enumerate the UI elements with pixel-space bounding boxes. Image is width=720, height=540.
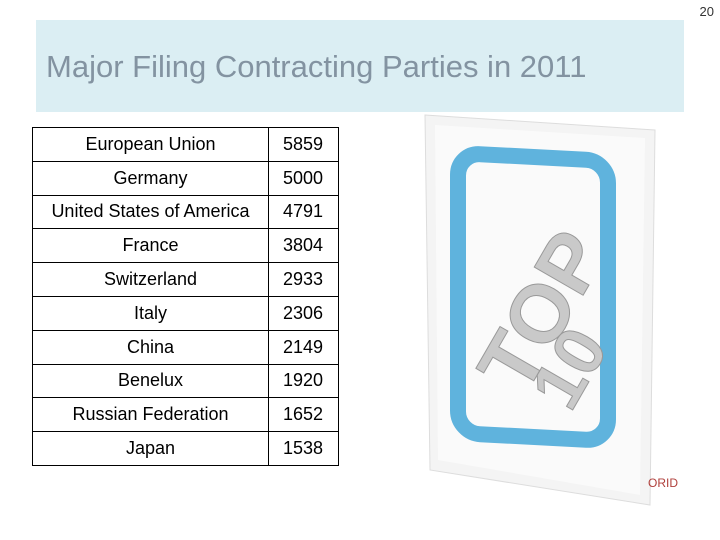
country-cell: Germany: [32, 160, 269, 196]
count-cell: 1538: [268, 431, 339, 466]
country-cell: European Union: [32, 127, 269, 162]
table-row: United States of America 4791: [32, 194, 339, 230]
country-cell: Russian Federation: [32, 397, 269, 433]
table-row: European Union 5859: [32, 127, 339, 162]
table-row: Benelux 1920: [32, 363, 339, 399]
title-band: [36, 20, 684, 112]
count-cell: 2306: [268, 295, 339, 331]
country-cell: Benelux: [32, 363, 269, 399]
country-cell: Switzerland: [32, 262, 269, 297]
blue-frame: [450, 146, 616, 448]
table-row: Japan 1538: [32, 431, 339, 466]
table-row: Switzerland 2933: [32, 262, 339, 297]
table-row: Italy 2306: [32, 295, 339, 331]
image-caption: ORID: [648, 476, 678, 490]
count-cell: 2149: [268, 329, 339, 365]
count-cell: 2933: [268, 262, 339, 297]
slide-title: Major Filing Contracting Parties in 2011: [46, 49, 587, 84]
table-row: Russian Federation 1652: [32, 397, 339, 433]
count-cell: 1920: [268, 363, 339, 399]
count-cell: 1652: [268, 397, 339, 433]
country-cell: Japan: [32, 431, 269, 466]
count-cell: 4791: [268, 194, 339, 230]
top10-image: TOP 10 ORID: [424, 114, 678, 506]
table-row: France 3804: [32, 228, 339, 264]
count-cell: 5000: [268, 160, 339, 196]
page-number: 20: [699, 4, 714, 19]
data-table: European Union 5859 Germany 5000 United Stat…: [32, 127, 339, 466]
country-cell: China: [32, 329, 269, 365]
frame-inner: [435, 125, 645, 495]
count-cell: 5859: [268, 127, 339, 162]
table-row: China 2149: [32, 329, 339, 365]
table-row: Germany 5000: [32, 160, 339, 196]
country-cell: United States of America: [32, 194, 269, 230]
count-cell: 3804: [268, 228, 339, 264]
country-cell: Italy: [32, 295, 269, 331]
country-cell: France: [32, 228, 269, 264]
